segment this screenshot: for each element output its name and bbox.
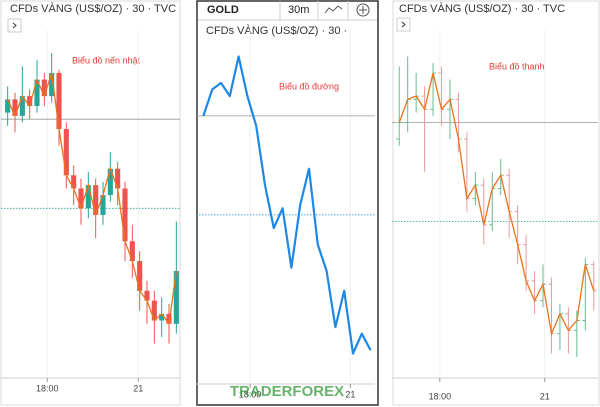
- x-tick-label: 18:00: [239, 389, 262, 399]
- candle-body: [166, 313, 172, 324]
- panel-frame: [196, 0, 379, 406]
- expand-button[interactable]: [7, 18, 22, 33]
- candle-body: [56, 73, 62, 130]
- chart-title: CFDs VÀNG (US$/OZ) · 30 · TVC: [10, 2, 176, 15]
- candle-body: [122, 188, 128, 242]
- x-tick-label: 21: [133, 383, 143, 393]
- candle-body: [115, 168, 121, 189]
- watermark: TRADERFOREX: [230, 383, 344, 400]
- symbol-tab[interactable]: GOLD: [207, 4, 239, 16]
- candle-body: [151, 300, 157, 321]
- candle-body: [137, 261, 143, 291]
- chart-title: CFDs VÀNG (US$/OZ) · 30 · TVC: [399, 2, 565, 15]
- candle-body: [41, 79, 47, 97]
- interval-tab[interactable]: 30m: [288, 4, 309, 16]
- panel-frame: [392, 0, 600, 406]
- chart-style-icon[interactable]: [324, 5, 343, 14]
- candle-body: [19, 96, 25, 116]
- candle-body: [173, 271, 179, 324]
- x-tick-label: 21: [345, 389, 355, 399]
- candle-body: [78, 188, 84, 209]
- annotation: Biểu đồ nến nhật: [72, 55, 141, 65]
- chart-title: CFDs VÀNG (US$/OZ) · 30 ·: [206, 24, 347, 37]
- candle-body: [159, 313, 165, 321]
- x-tick-label: 18:00: [429, 391, 452, 401]
- close-line: [7, 72, 177, 326]
- candle-body: [27, 96, 33, 106]
- candle-body: [100, 195, 106, 215]
- add-icon-plus: [359, 6, 367, 14]
- annotation: Biểu đồ thanh: [489, 61, 545, 71]
- x-tick-label: 18:00: [36, 383, 59, 393]
- candle-body: [34, 79, 40, 106]
- candle-body: [144, 290, 150, 301]
- close-line: [398, 72, 595, 336]
- panel-frame: [0, 0, 181, 406]
- add-icon[interactable]: [356, 3, 370, 17]
- candle-body: [63, 129, 69, 176]
- candle-body: [107, 168, 113, 196]
- expand-icon: [12, 22, 17, 29]
- candle-body: [93, 185, 99, 215]
- candle-body: [129, 241, 135, 262]
- candle-body: [49, 73, 55, 97]
- price-line: [202, 55, 372, 355]
- candle-body: [12, 99, 18, 116]
- candle-body: [71, 175, 77, 189]
- expand-button[interactable]: [396, 17, 411, 32]
- candle-body: [85, 185, 91, 209]
- annotation: Biểu đồ đường: [279, 81, 339, 91]
- candle-body: [5, 99, 11, 113]
- expand-icon: [401, 21, 406, 28]
- x-tick-label: 21: [540, 391, 550, 401]
